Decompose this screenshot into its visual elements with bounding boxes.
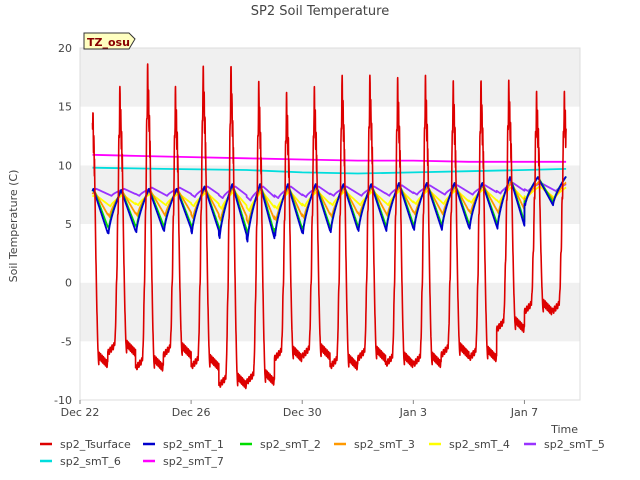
chart-title: SP2 Soil Temperature	[251, 4, 389, 19]
legend-label-sp2_smT_2: sp2_smT_2	[260, 438, 321, 451]
y-tick-label: -5	[61, 335, 72, 348]
y-tick-label: 10	[58, 159, 72, 172]
series-line-sp2_smT_7	[92, 153, 567, 163]
legend-label-sp2_smT_1: sp2_smT_1	[163, 438, 224, 451]
x-tick-label: Jan 3	[399, 406, 427, 419]
x-tick-label: Dec 22	[61, 406, 100, 419]
grid-band	[80, 48, 580, 107]
series-line-sp2_Tsurface	[91, 63, 567, 390]
legend: sp2_Tsurface sp2_smT_1 sp2_smT_2 sp2_smT_3 s…	[40, 438, 605, 468]
series-line-sp2_smT_1	[91, 176, 567, 243]
legend-label-sp2_smT_3: sp2_smT_3	[354, 438, 415, 451]
plot-frame	[79, 47, 581, 401]
y-tick-label: 0	[65, 277, 72, 290]
legend-label-sp2_smT_4: sp2_smT_4	[449, 438, 510, 451]
legend-label-sp2_smT_7: sp2_smT_7	[163, 455, 224, 468]
series-line-sp2_smT_6	[92, 166, 567, 175]
y-tick-label: -10	[54, 394, 72, 407]
legend-label-sp2_smT_5: sp2_smT_5	[544, 438, 605, 451]
x-axis: Dec 22 Dec 26 Dec 30 Jan 3 Jan 7	[61, 400, 538, 419]
y-tick-label: 15	[58, 101, 72, 114]
legend-label-sp2_smT_6: sp2_smT_6	[60, 455, 121, 468]
data-series	[91, 63, 567, 390]
y-tick-label: 5	[65, 218, 72, 231]
series-line-sp2_smT_5	[91, 182, 567, 202]
y-axis-label: Soil Temperature (C)	[7, 170, 20, 283]
grid-band	[80, 341, 580, 400]
tz-label: TZ_osu	[87, 36, 130, 49]
x-tick-label: Dec 26	[172, 406, 211, 419]
legend-label-sp2_Tsurface: sp2_Tsurface	[60, 438, 131, 451]
grid-band	[80, 224, 580, 283]
tz-annotation: TZ_osu	[83, 32, 136, 50]
grid-band	[80, 106, 580, 166]
x-axis-label: Time	[550, 423, 578, 436]
y-tick-label: 20	[58, 42, 72, 55]
x-tick-label: Dec 30	[283, 406, 322, 419]
y-axis: -10 -5 0 5 10 15 20	[54, 42, 72, 407]
x-tick-label: Jan 7	[510, 406, 538, 419]
